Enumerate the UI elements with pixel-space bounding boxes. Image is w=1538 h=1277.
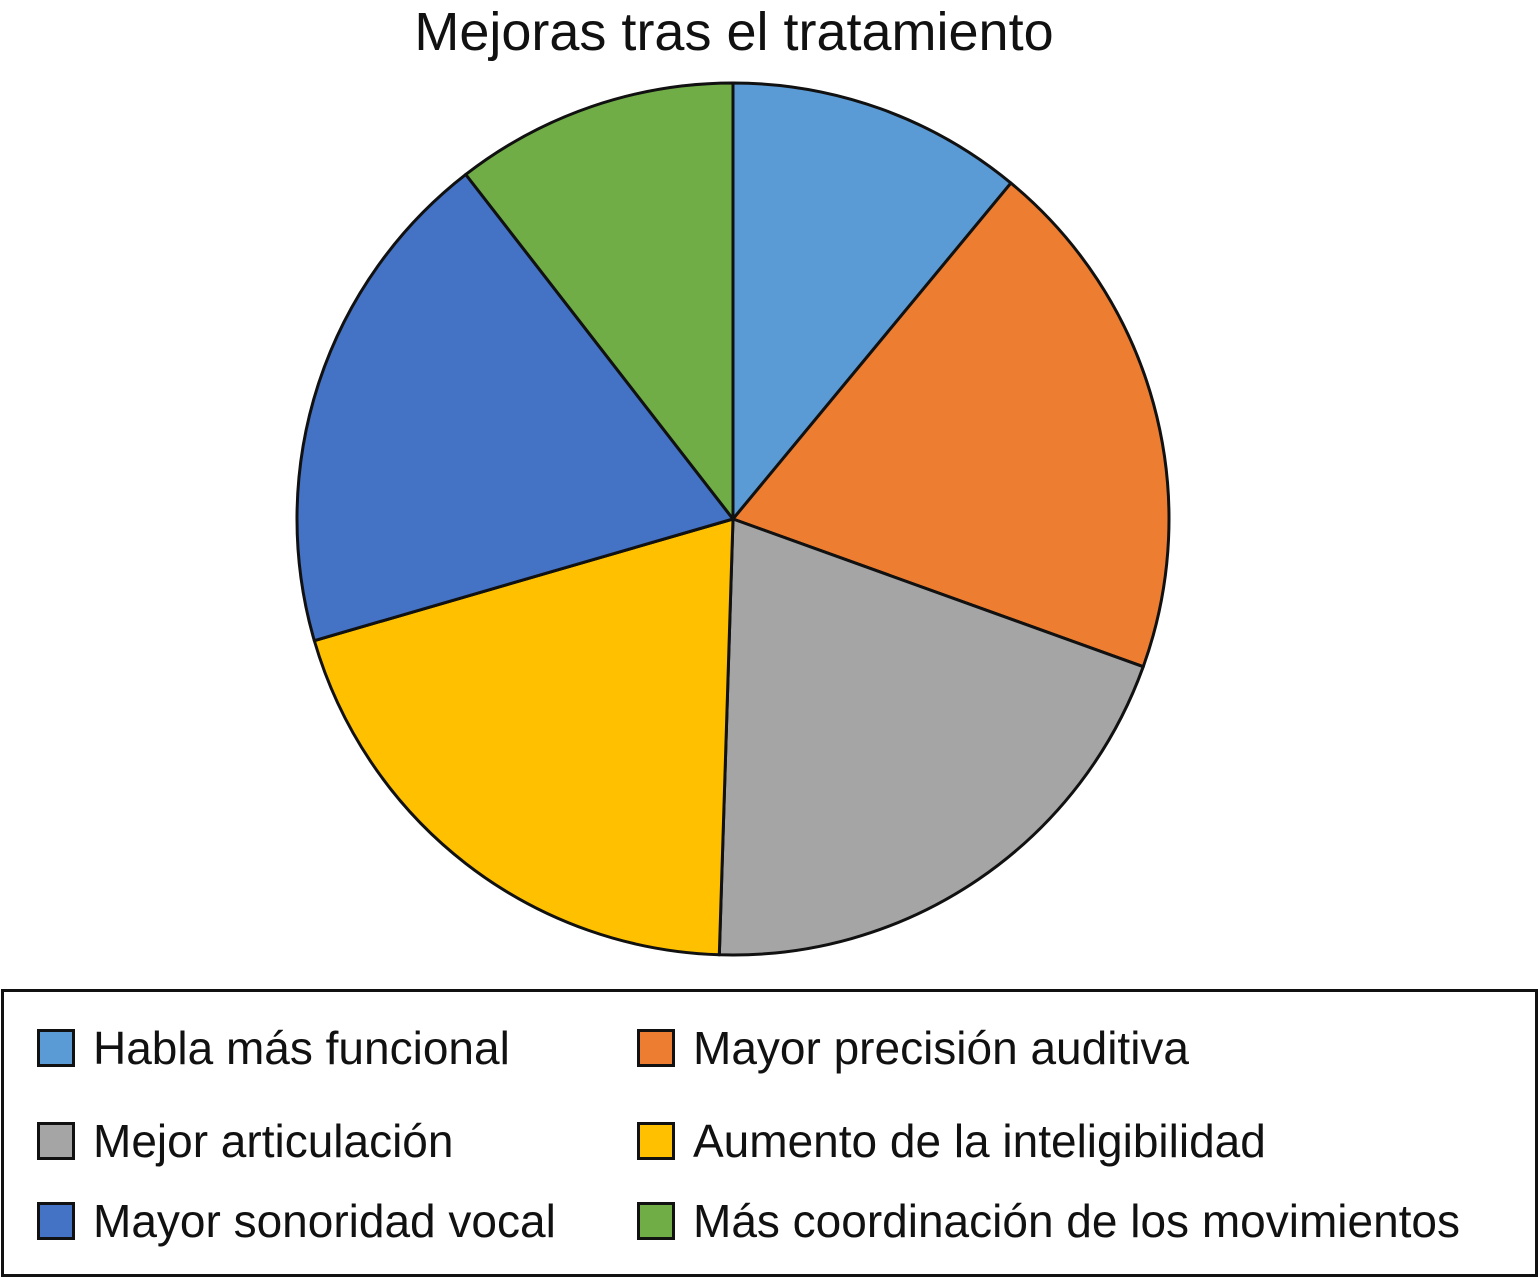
legend-swatch xyxy=(637,1029,675,1067)
legend-swatch xyxy=(637,1202,675,1240)
legend-label: Mayor sonoridad vocal xyxy=(93,1195,556,1247)
legend-label: Aumento de la inteligibilidad xyxy=(693,1115,1266,1167)
legend-item-mas-coordinacion-de-los-movimientos: Más coordinación de los movimientos xyxy=(637,1196,1460,1246)
legend-label: Habla más funcional xyxy=(93,1022,510,1074)
legend-swatch xyxy=(637,1122,675,1160)
legend-item-mayor-sonoridad-vocal: Mayor sonoridad vocal xyxy=(37,1196,556,1246)
legend-swatch xyxy=(37,1029,75,1067)
legend-item-aumento-de-la-inteligibilidad: Aumento de la inteligibilidad xyxy=(637,1116,1266,1166)
chart-title: Mejoras tras el tratamiento xyxy=(414,2,1054,62)
legend-label: Más coordinación de los movimientos xyxy=(693,1195,1461,1247)
legend-label: Mayor precisión auditiva xyxy=(693,1022,1190,1074)
legend-swatch xyxy=(37,1202,75,1240)
legend-swatch xyxy=(37,1122,75,1160)
legend: Habla más funcional Mayor precisión audi… xyxy=(1,989,1538,1277)
legend-label: Mejor articulación xyxy=(93,1115,454,1167)
pie-slice-mejor-articulacion xyxy=(717,517,1145,957)
pie-slice-mayor-sonoridad-vocal xyxy=(295,172,735,643)
pie-slice-habla-mas-funcional xyxy=(731,81,1013,521)
pie-slice-mas-coordinacion-de-los-movimientos xyxy=(464,81,735,521)
pie-chart xyxy=(295,81,1171,957)
pie-slice-mayor-precision-auditiva xyxy=(731,181,1171,669)
legend-item-mejor-articulacion: Mejor articulación xyxy=(37,1116,453,1166)
legend-item-habla-mas-funcional: Habla más funcional xyxy=(37,1023,510,1073)
legend-item-mayor-precision-auditiva: Mayor precisión auditiva xyxy=(637,1023,1189,1073)
pie-slice-aumento-de-la-inteligibilidad xyxy=(312,517,735,957)
